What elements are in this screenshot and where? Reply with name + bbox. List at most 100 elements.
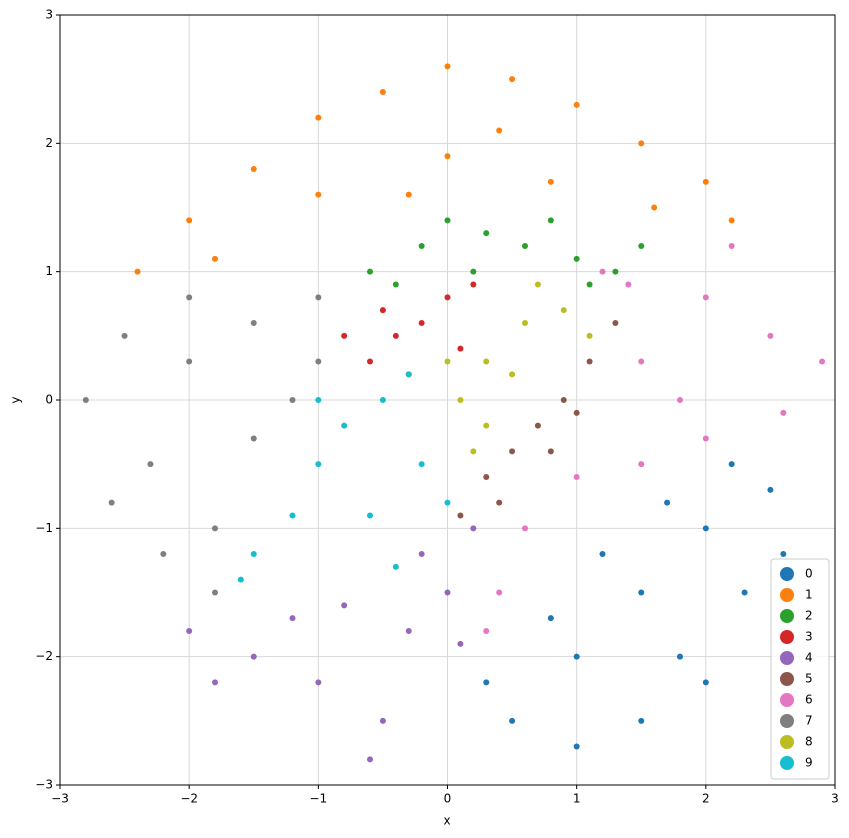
- point: [586, 332, 593, 339]
- point: [186, 358, 193, 365]
- point: [457, 345, 464, 352]
- point: [547, 448, 554, 455]
- point: [702, 178, 709, 185]
- x-tick-label: 0: [444, 792, 452, 806]
- point: [483, 358, 490, 365]
- point: [483, 679, 490, 686]
- point: [586, 281, 593, 288]
- legend-label: 3: [805, 630, 813, 644]
- point: [82, 397, 89, 403]
- point: [522, 243, 528, 249]
- point: [470, 525, 477, 532]
- x-tick-label: −3: [51, 792, 69, 806]
- point: [457, 512, 464, 519]
- point: [250, 166, 257, 172]
- point: [405, 371, 412, 378]
- point: [418, 551, 425, 557]
- legend-marker: [780, 588, 794, 602]
- point: [121, 332, 128, 339]
- point: [509, 717, 516, 724]
- legend-label: 8: [805, 735, 813, 749]
- point: [522, 320, 528, 326]
- point: [367, 268, 373, 275]
- point: [289, 397, 296, 403]
- point: [625, 281, 632, 288]
- legend-marker: [780, 567, 794, 581]
- point: [638, 358, 645, 365]
- point: [483, 230, 490, 237]
- point: [250, 551, 257, 557]
- point: [457, 640, 464, 647]
- point: [250, 320, 257, 326]
- point: [392, 563, 399, 570]
- point: [599, 268, 606, 275]
- point: [444, 499, 451, 506]
- point: [315, 358, 322, 365]
- y-tick-label: 3: [45, 8, 53, 22]
- point: [728, 243, 735, 249]
- point: [457, 397, 464, 403]
- legend-marker: [780, 630, 794, 644]
- point: [534, 281, 541, 288]
- x-tick-label: −2: [180, 792, 198, 806]
- legend-label: 5: [805, 672, 813, 686]
- point: [767, 332, 774, 339]
- y-axis-label: y: [9, 396, 23, 403]
- point: [315, 461, 322, 468]
- x-axis-label: x: [443, 814, 450, 828]
- point: [379, 397, 386, 403]
- point: [444, 63, 451, 70]
- legend-label: 6: [805, 693, 813, 707]
- point: [108, 499, 115, 506]
- legend-marker: [780, 756, 794, 770]
- point: [315, 397, 322, 403]
- point: [573, 474, 580, 480]
- point: [444, 217, 451, 224]
- y-tick-label: 1: [45, 264, 53, 278]
- point: [573, 101, 580, 108]
- point: [160, 551, 167, 557]
- legend-marker: [780, 609, 794, 623]
- point: [470, 448, 477, 455]
- legend-label: 9: [805, 756, 813, 770]
- legend-label: 1: [805, 588, 813, 602]
- y-tick-label: −3: [35, 778, 53, 792]
- point: [418, 243, 425, 249]
- point: [573, 653, 580, 660]
- point: [418, 320, 425, 326]
- point: [186, 294, 193, 301]
- legend-label: 0: [805, 567, 813, 581]
- point: [367, 512, 373, 519]
- point: [367, 756, 373, 763]
- point: [702, 679, 709, 686]
- point: [573, 743, 580, 750]
- y-tick-label: 2: [45, 136, 53, 150]
- point: [212, 525, 218, 532]
- point: [392, 281, 399, 288]
- point: [250, 435, 257, 442]
- point: [367, 358, 373, 365]
- point: [612, 268, 619, 275]
- point: [496, 127, 503, 134]
- point: [702, 525, 709, 532]
- point: [186, 628, 193, 634]
- point: [315, 679, 322, 686]
- point: [470, 268, 477, 275]
- point: [289, 512, 296, 519]
- legend-marker: [780, 714, 794, 728]
- y-tick-label: −2: [35, 649, 53, 663]
- point: [547, 615, 554, 622]
- point: [186, 217, 193, 224]
- legend-marker: [780, 693, 794, 707]
- point: [470, 281, 477, 288]
- legend-box: [770, 558, 830, 780]
- x-tick-label: −1: [309, 792, 327, 806]
- point: [392, 332, 399, 339]
- point: [405, 191, 412, 198]
- legend: 0 1 2 3 4 5 6 7 8 9: [770, 558, 830, 780]
- legend-marker: [780, 672, 794, 686]
- point: [444, 153, 451, 160]
- point: [728, 461, 735, 468]
- point: [444, 589, 451, 596]
